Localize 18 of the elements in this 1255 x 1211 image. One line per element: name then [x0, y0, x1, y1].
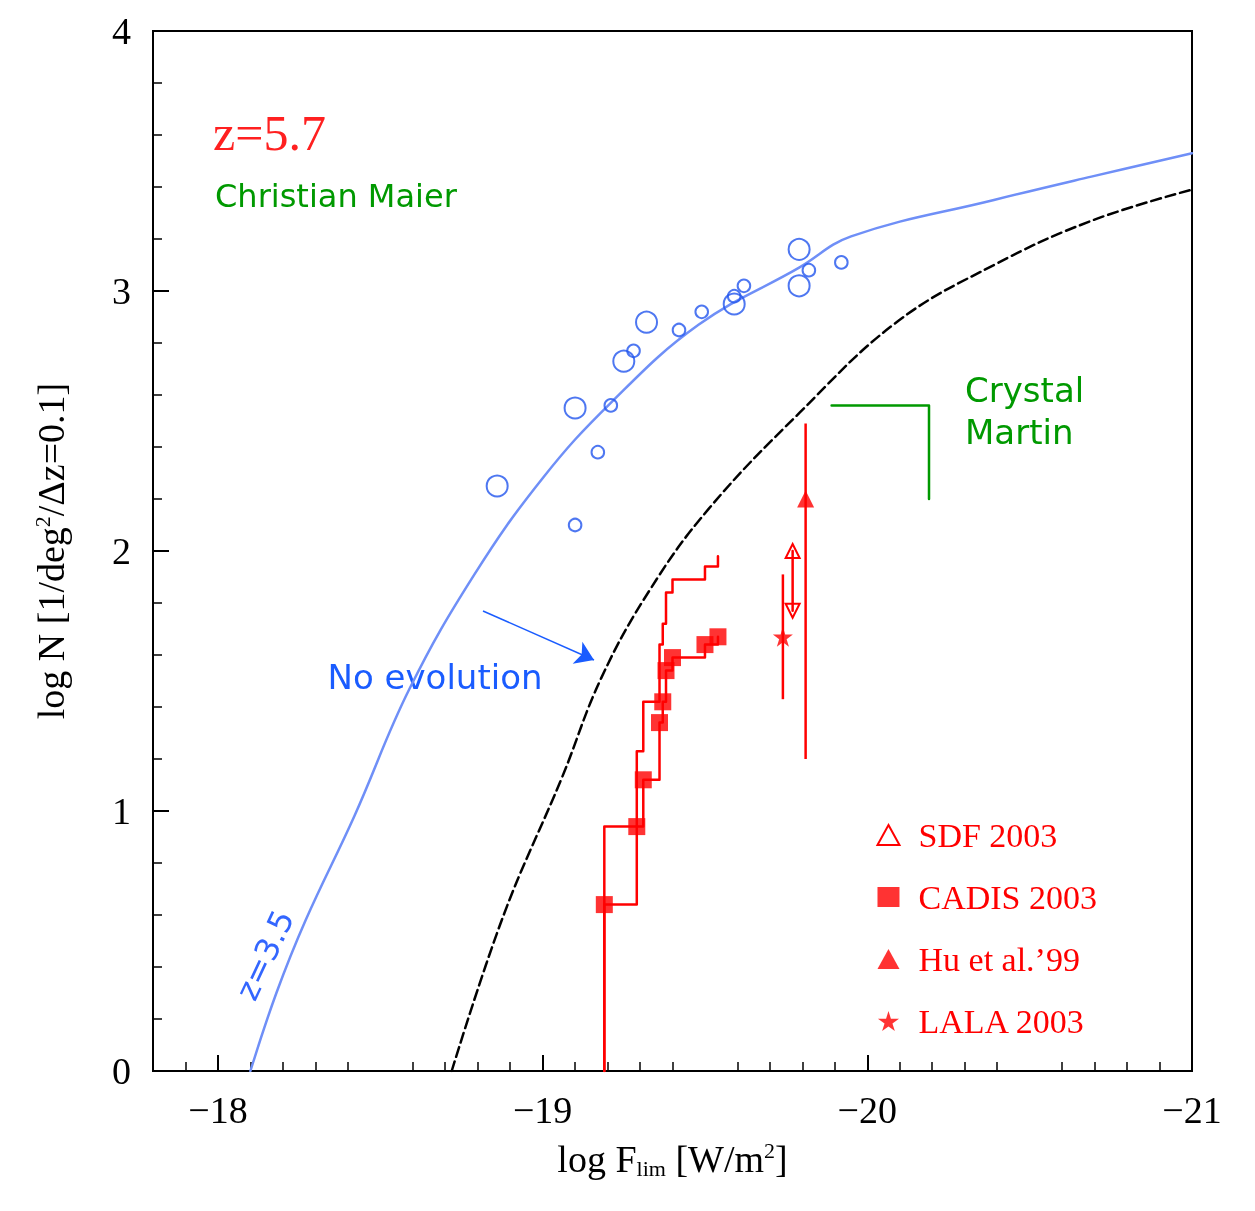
legend-label: CADIS 2003	[918, 878, 1098, 916]
y-tick-label: 3	[112, 270, 131, 312]
x-tick-label: −20	[837, 1089, 898, 1131]
legend-label: SDF 2003	[918, 816, 1058, 854]
x-tick-label: −19	[512, 1089, 573, 1131]
annotation: z=3.5	[227, 904, 303, 1006]
annotation: Christian Maier	[215, 177, 458, 215]
y-tick-label: 4	[112, 10, 131, 52]
legend-label: Hu et al.’99	[918, 940, 1080, 978]
y-tick-label: 2	[112, 530, 131, 572]
x-tick-label: −18	[188, 1089, 248, 1131]
annotation: z=5.7	[213, 105, 326, 161]
legend-label: LALA 2003	[918, 1002, 1084, 1040]
x-tick-label: −21	[1162, 1089, 1222, 1131]
y-tick-label: 0	[112, 1050, 131, 1092]
annotation: Crystal Martin	[965, 370, 1095, 453]
y-axis-title: log N [1/deg2/Δz=0.1]	[29, 382, 72, 720]
y-tick-label: 1	[112, 790, 131, 832]
